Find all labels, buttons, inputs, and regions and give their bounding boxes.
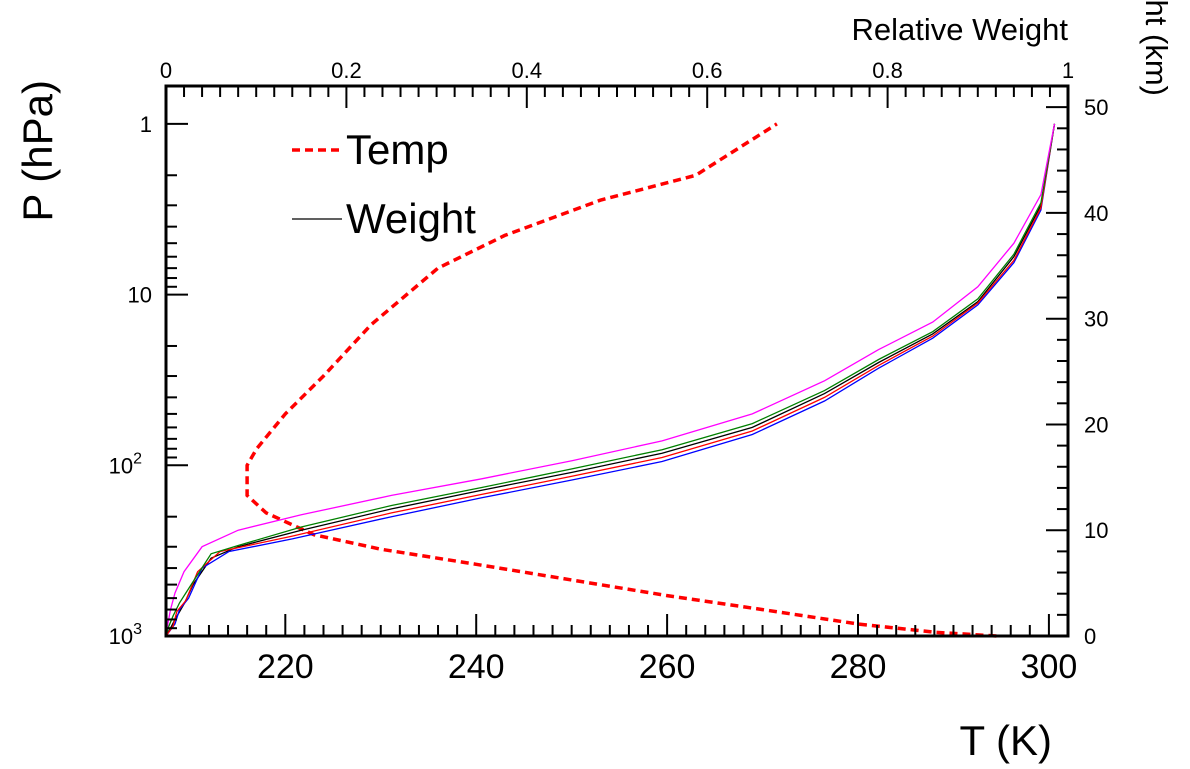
plot-frame [164, 84, 1070, 638]
y-tick-label: 102 [109, 450, 142, 478]
series-weight [165, 123, 1056, 637]
right-axis-title: Height (km) [1139, 0, 1174, 96]
legend-label-temp: Temp [346, 126, 449, 173]
series-layer [165, 122, 1056, 638]
top-tick-label: 0.8 [872, 58, 903, 83]
series-weight-variant-2 [165, 123, 1056, 637]
x-axis-title: T (K) [959, 717, 1052, 764]
y2-tick-label: 20 [1084, 412, 1108, 437]
series-temp [245, 122, 997, 638]
top-tick-label: 0.2 [331, 58, 362, 83]
y2-tick-label: 40 [1084, 201, 1108, 226]
y-tick-label: 10 [128, 283, 152, 308]
series-weight-variant-3 [165, 123, 1056, 637]
y-tick-exponent: 3 [133, 621, 142, 638]
legend-label-weight: Weight [346, 195, 476, 242]
x-tick-label: 220 [257, 648, 314, 686]
top-tick-label: 0 [160, 58, 172, 83]
legend: Temp Weight [292, 126, 476, 242]
y-tick-exponent: 2 [133, 450, 142, 467]
series-weight-variant-4 [165, 123, 1056, 637]
x-tick-label: 260 [639, 648, 696, 686]
y2-tick-label: 30 [1084, 307, 1108, 332]
x-tick-label: 280 [830, 648, 887, 686]
y2-tick-label: 50 [1084, 95, 1108, 120]
y2-tick-label: 10 [1084, 518, 1108, 543]
series-weight-variant-5 [165, 123, 1056, 637]
y-tick-label: 103 [109, 621, 142, 649]
y2-tick-label: 0 [1084, 624, 1096, 649]
x-tick-label: 300 [1021, 648, 1078, 686]
y-axis-title: P (hPa) [14, 80, 61, 222]
top-tick-label: 0.6 [692, 58, 723, 83]
top-tick-label: 0.4 [512, 58, 543, 83]
y-tick-label: 1 [140, 112, 152, 137]
top-axis-title: Relative Weight [851, 12, 1068, 47]
top-tick-label: 1 [1062, 58, 1074, 83]
ticks-layer [165, 86, 1069, 637]
x-tick-label: 240 [448, 648, 505, 686]
